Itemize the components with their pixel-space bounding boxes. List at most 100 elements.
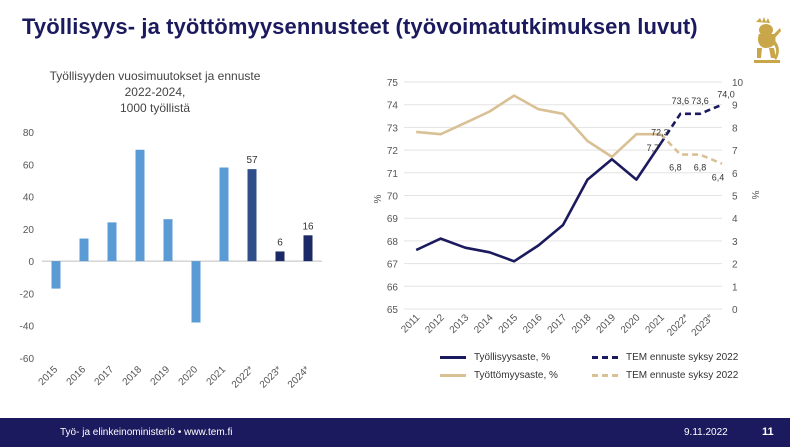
bar-x-tick-label: 2023* <box>258 364 284 390</box>
line-x-tick-label: 2021 <box>643 312 667 336</box>
line-x-tick-label: 2013 <box>448 312 472 336</box>
line-y-left-tick-label: 71 <box>387 169 399 180</box>
line-y-right-tick-label: 0 <box>732 305 738 316</box>
bar-x-tick-label: 2021 <box>205 364 229 388</box>
legend-label: Työttömyysaste, % <box>474 370 558 381</box>
legend-item: Työllisyysaste, % <box>440 352 550 363</box>
line-x-tick-label: 2019 <box>595 312 619 336</box>
legend-label: Työllisyysaste, % <box>474 352 551 363</box>
bar <box>51 261 61 289</box>
series-line <box>416 94 661 159</box>
line-y-right-tick-label: 3 <box>732 237 738 248</box>
line-x-tick-label: 2015 <box>497 312 521 336</box>
line-y-left-tick-label: 70 <box>387 192 399 203</box>
footer-date: 9.11.2022 <box>684 427 728 438</box>
line-data-label: 73,6 <box>672 96 690 106</box>
legend-swatch <box>592 374 618 377</box>
line-y-left-tick-label: 69 <box>387 214 399 225</box>
line-y-right-tick-label: 7 <box>732 146 738 157</box>
bar-y-tick-label: -60 <box>20 354 35 365</box>
bar-y-tick-label: 20 <box>23 225 35 236</box>
footer-ministry: Työ- ja elinkeinoministeriö • www.tem.fi <box>60 427 233 438</box>
forecast-series-line <box>659 133 723 165</box>
line-data-label: 74,0 <box>717 90 735 100</box>
line-x-tick-label: 2016 <box>521 312 545 336</box>
bar-chart-title-line: 1000 työllistä <box>119 101 191 115</box>
line-x-tick-label: 2018 <box>570 312 594 336</box>
footer-bar: Työ- ja elinkeinoministeriö • www.tem.fi… <box>0 418 790 447</box>
bar-data-label: 16 <box>302 221 314 232</box>
bar-y-tick-label: -40 <box>20 322 35 333</box>
line-y-right-tick-label: 6 <box>732 169 738 180</box>
line-x-tick-label: 2017 <box>546 312 570 336</box>
bar-y-tick-label: 60 <box>23 160 35 171</box>
legend-item: TEM ennuste syksy 2022 <box>592 370 738 381</box>
line-y-left-axis-label: % <box>373 194 384 203</box>
bar-x-tick-label: 2019 <box>149 364 173 388</box>
line-data-label: 6,8 <box>694 163 707 173</box>
bar-chart-title-line: Työllisyyden vuosimuutokset ja ennuste <box>49 69 261 83</box>
bar-y-tick-label: 80 <box>23 128 35 139</box>
line-x-tick-label: 2014 <box>472 312 496 336</box>
bar-y-tick-label: 0 <box>28 257 34 268</box>
bar-y-tick-label: -20 <box>20 289 35 300</box>
legend-swatch <box>440 374 466 377</box>
lion-crest-icon <box>754 17 781 63</box>
series-line <box>415 142 662 263</box>
line-data-label: 72,3 <box>651 127 669 137</box>
legend-label: TEM ennuste syksy 2022 <box>626 370 739 381</box>
line-data-label: 73,6 <box>691 96 709 106</box>
line-y-left-tick-label: 66 <box>387 282 399 293</box>
line-data-label: 7,7 <box>647 143 660 153</box>
legend-item: Työttömyysaste, % <box>440 370 558 381</box>
bar <box>163 219 173 262</box>
page-number: 11 <box>762 426 774 438</box>
legend-label: TEM ennuste syksy 2022 <box>626 352 739 363</box>
bar-data-label: 6 <box>277 237 283 248</box>
bar <box>247 169 257 262</box>
bar-x-tick-label: 2020 <box>177 364 201 388</box>
bar <box>135 149 145 262</box>
bar-chart-title-line: 2022-2024, <box>124 85 186 99</box>
line-y-left-tick-label: 75 <box>387 78 399 89</box>
legend-item: TEM ennuste syksy 2022 <box>592 352 738 363</box>
line-data-label: 6,8 <box>669 163 682 173</box>
bar-x-tick-label: 2018 <box>121 364 145 388</box>
legend-swatch <box>592 356 618 359</box>
line-y-right-tick-label: 1 <box>732 282 738 293</box>
line-y-right-tick-label: 2 <box>732 260 738 271</box>
line-x-tick-label: 2023* <box>690 312 716 338</box>
bar-x-tick-label: 2024* <box>286 364 312 390</box>
bar-x-tick-label: 2017 <box>93 364 117 388</box>
bar <box>275 251 285 262</box>
bar <box>191 261 201 323</box>
line-y-left-tick-label: 68 <box>387 237 399 248</box>
line-y-left-tick-label: 67 <box>387 260 399 271</box>
line-y-right-tick-label: 8 <box>732 123 738 134</box>
bar-x-tick-label: 2015 <box>37 364 61 388</box>
line-y-right-tick-label: 5 <box>732 192 738 203</box>
slide-title: Työllisyys- ja työttömyysennusteet (työv… <box>22 14 698 39</box>
bar-x-tick-label: 2022* <box>230 364 256 390</box>
forecast-series-line <box>659 103 723 145</box>
legend-swatch <box>440 356 466 359</box>
line-y-left-tick-label: 65 <box>387 305 399 316</box>
line-y-left-tick-label: 73 <box>387 123 399 134</box>
bar <box>303 235 313 262</box>
line-y-left-tick-label: 74 <box>387 101 399 112</box>
bar <box>219 167 229 262</box>
bar-chart-title: Työllisyyden vuosimuutokset ja ennuste 20… <box>40 68 270 116</box>
line-x-tick-label: 2022* <box>665 312 691 338</box>
line-x-tick-label: 2020 <box>619 312 643 336</box>
bar-y-tick-label: 40 <box>23 193 35 204</box>
bar-chart-title-text: Työllisyyden vuosimuutokset ja ennuste 20… <box>40 68 270 116</box>
bar <box>79 238 89 262</box>
bar-data-label: 57 <box>246 155 258 166</box>
line-y-right-tick-label: 9 <box>732 101 738 112</box>
line-chart-legend: Työllisyysaste, % TEM ennuste syksy 2022 T… <box>440 352 760 388</box>
bar <box>107 222 117 262</box>
bar-x-tick-label: 2016 <box>65 364 89 388</box>
line-y-left-tick-label: 72 <box>387 146 399 157</box>
line-data-label: 6,4 <box>712 173 725 183</box>
